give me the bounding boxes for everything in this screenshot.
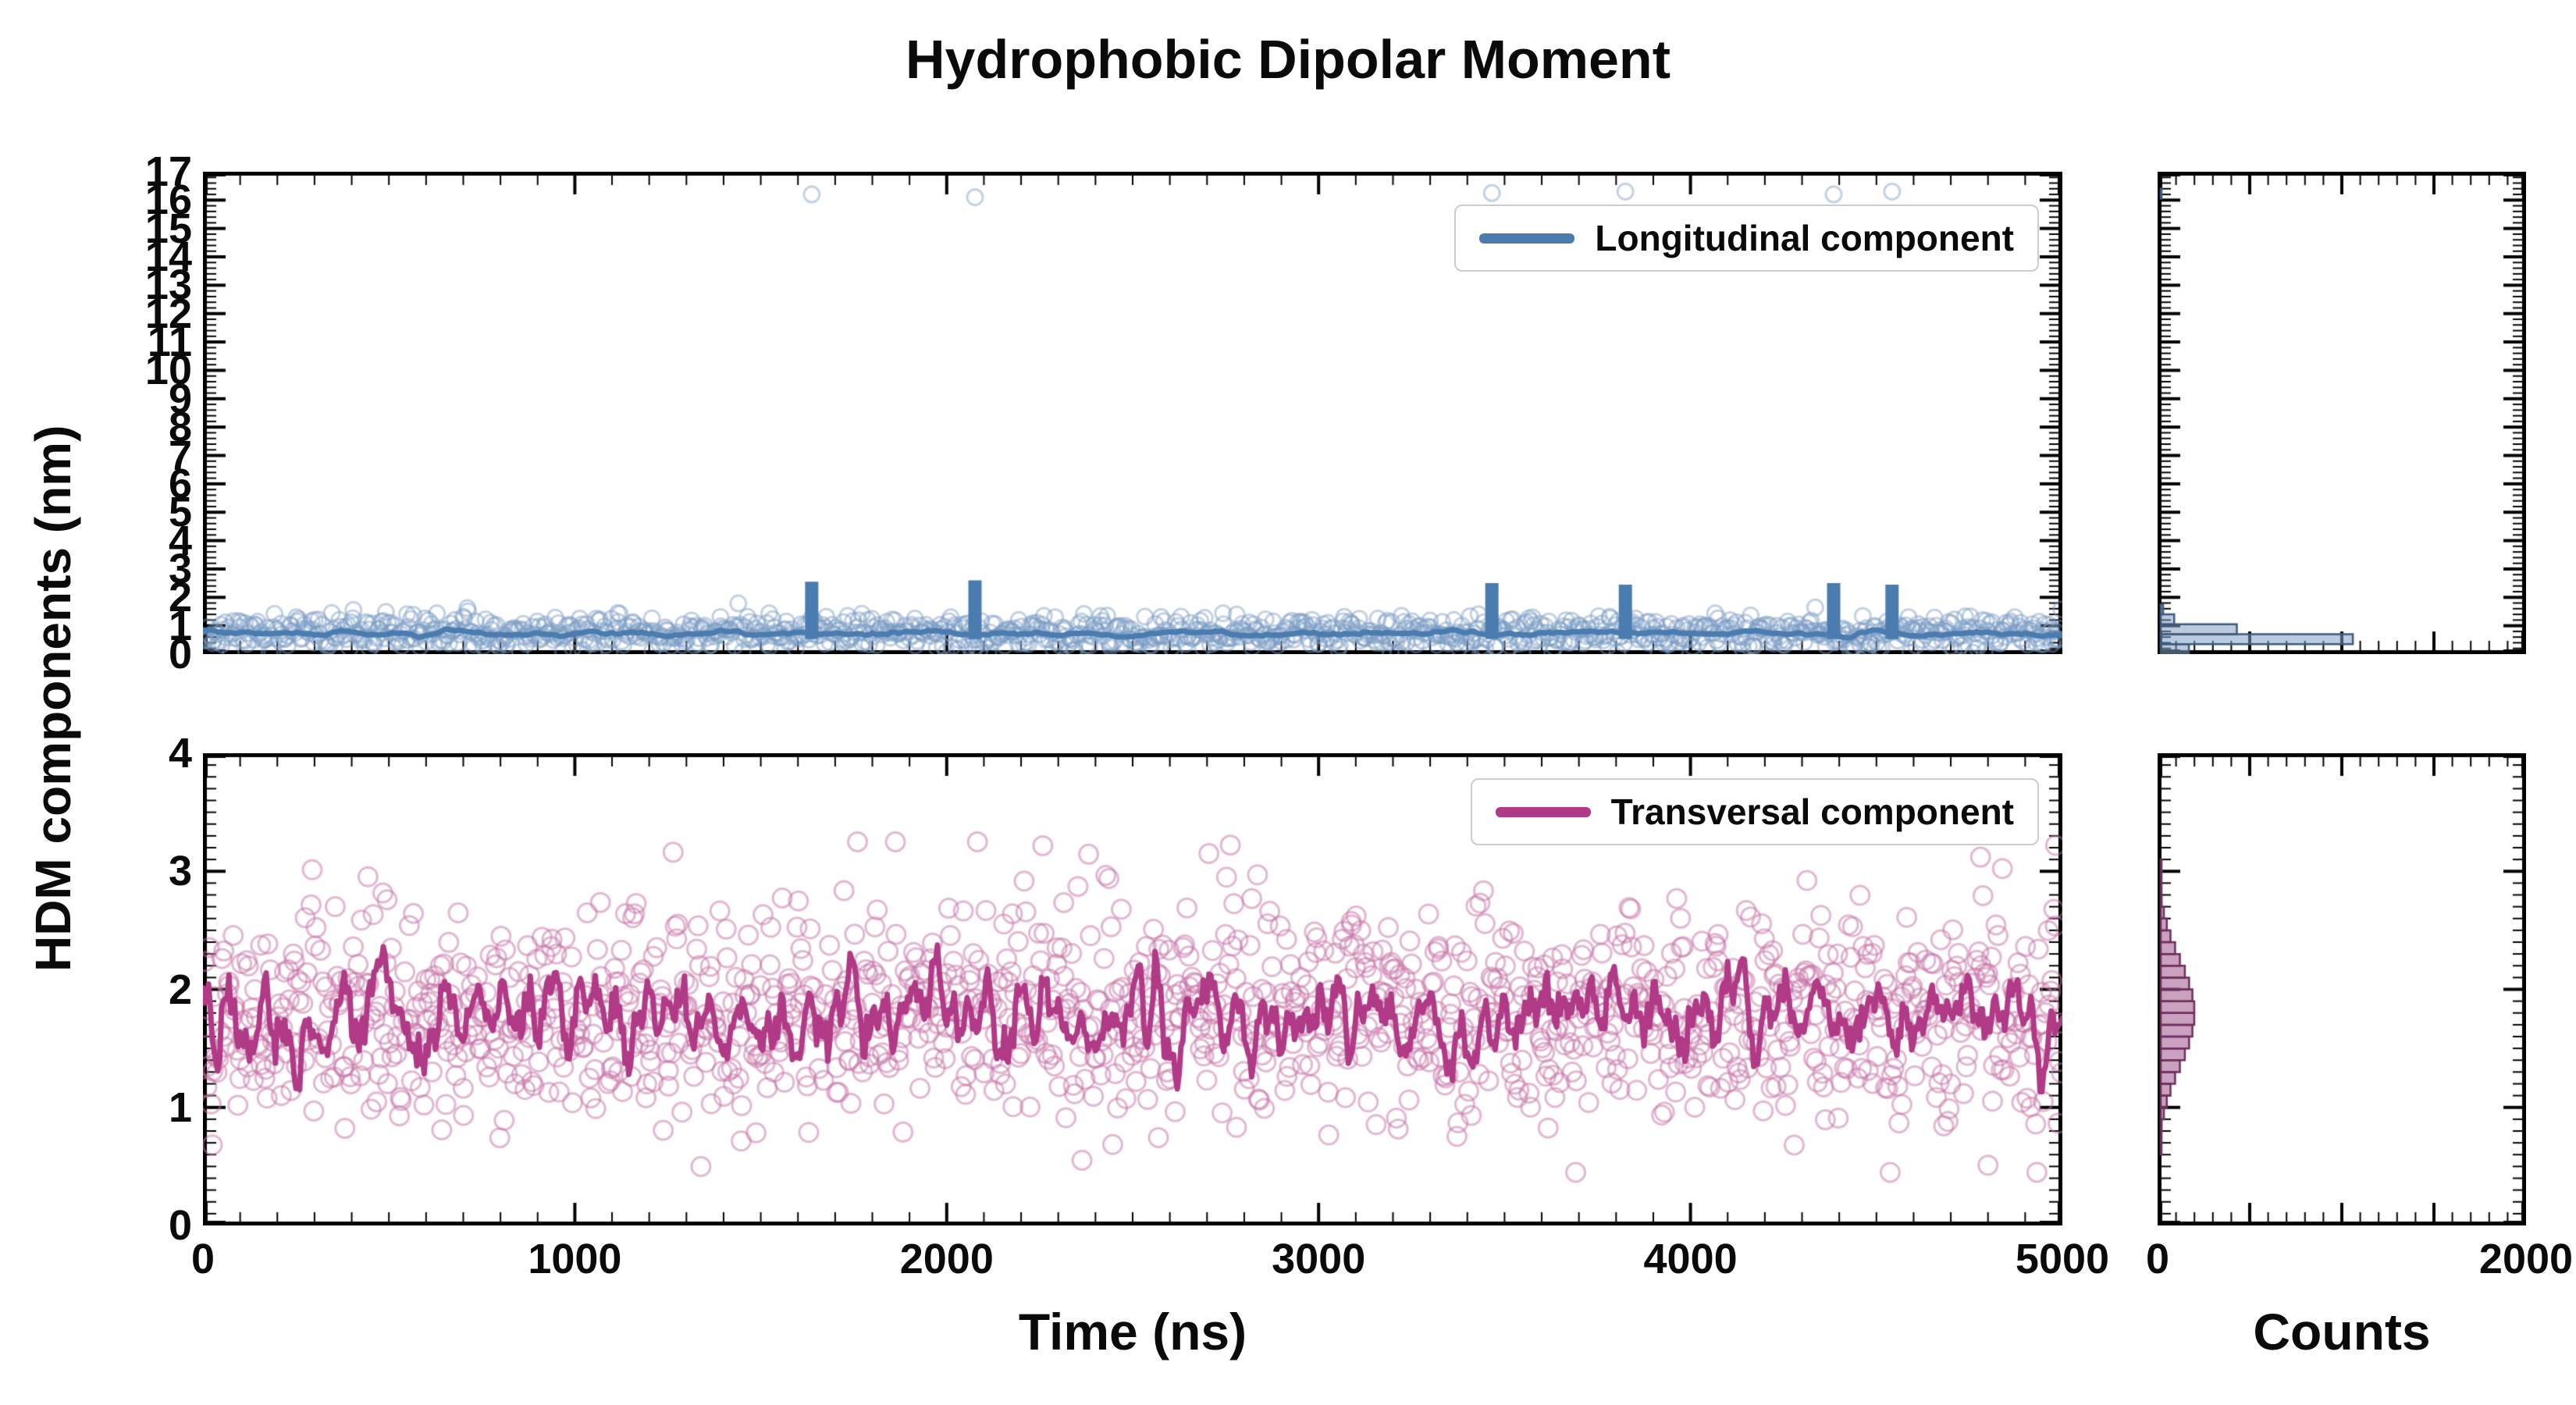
panel-transversal-histogram [2158, 753, 2526, 1225]
ytick-longitudinal: 5 [168, 489, 192, 536]
ytick-longitudinal: 6 [168, 460, 192, 507]
xtick-counts: 0 [2145, 1236, 2170, 1282]
legend-transversal: Transversal component [1470, 778, 2039, 845]
xtick-time: 1000 [528, 1236, 622, 1282]
panel-longitudinal-timeseries: Longitudinal component [203, 172, 2062, 654]
transversal-histogram-canvas [2158, 753, 2526, 1225]
xtick-time: 3000 [1272, 1236, 1366, 1282]
ytick-longitudinal: 11 [147, 318, 192, 366]
panel-transversal-timeseries: Transversal component [203, 753, 2062, 1225]
legend-label-longitudinal: Longitudinal component [1595, 218, 2014, 258]
legend-label-transversal: Transversal component [1610, 791, 2014, 832]
ytick-longitudinal: 3 [168, 545, 192, 592]
xtick-time: 0 [190, 1236, 215, 1282]
ytick-longitudinal: 4 [168, 517, 192, 564]
ytick-longitudinal: 17 [144, 148, 192, 195]
chart-title: Hydrophobic Dipolar Moment [906, 29, 1670, 90]
ytick-transversal: 0 [168, 1202, 192, 1249]
panel-longitudinal-histogram [2158, 172, 2526, 654]
ytick-longitudinal: 0 [168, 631, 192, 678]
x-axis-label-counts: Counts [2253, 1303, 2431, 1361]
legend-longitudinal: Longitudinal component [1454, 205, 2039, 272]
ytick-transversal: 3 [168, 848, 192, 895]
ytick-longitudinal: 12 [144, 290, 192, 337]
xtick-time: 5000 [2015, 1236, 2110, 1282]
ytick-longitudinal: 16 [144, 176, 192, 224]
longitudinal-histogram-canvas [2158, 172, 2526, 654]
legend-line-swatch-longitudinal [1479, 233, 1575, 244]
xtick-time: 4000 [1643, 1236, 1738, 1282]
xtick-counts: 2000 [2478, 1236, 2574, 1282]
ytick-longitudinal: 9 [168, 375, 192, 422]
ytick-longitudinal: 10 [144, 347, 192, 394]
ytick-longitudinal: 14 [144, 233, 192, 281]
ytick-longitudinal: 1 [168, 602, 192, 649]
legend-line-swatch-transversal [1495, 806, 1591, 817]
ytick-longitudinal: 8 [168, 404, 192, 451]
xtick-time: 2000 [899, 1236, 994, 1282]
ytick-longitudinal: 15 [144, 205, 192, 252]
x-axis-label-time: Time (ns) [1018, 1303, 1247, 1361]
ytick-transversal: 4 [168, 730, 192, 777]
y-axis-label: HDM components (nm) [25, 425, 81, 973]
ytick-longitudinal: 2 [168, 574, 192, 621]
ytick-longitudinal: 13 [144, 261, 192, 309]
ytick-transversal: 2 [168, 966, 192, 1013]
ytick-transversal: 1 [168, 1083, 192, 1131]
ytick-longitudinal: 7 [168, 432, 192, 479]
